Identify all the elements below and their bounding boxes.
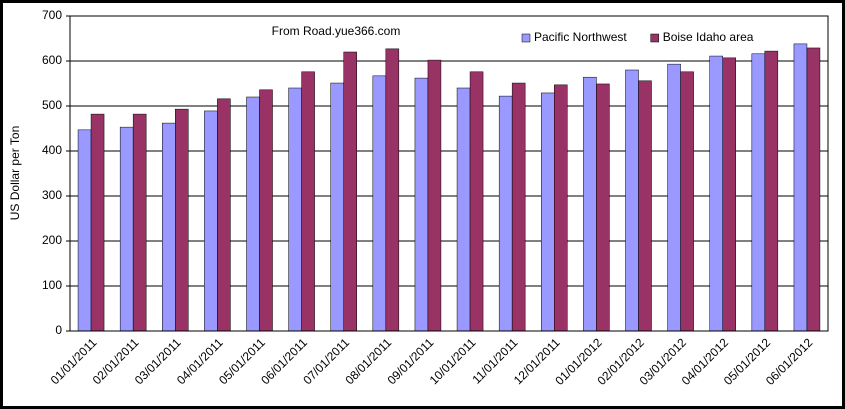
y-tick-label: 400	[42, 143, 62, 157]
bar	[638, 80, 652, 332]
bar	[414, 77, 429, 332]
bar	[456, 87, 471, 332]
bar	[301, 71, 315, 332]
bar	[625, 69, 639, 332]
y-tick-label: 0	[55, 323, 62, 337]
bar	[288, 87, 302, 332]
bar	[722, 57, 736, 332]
bar	[764, 50, 779, 332]
bar	[498, 95, 513, 332]
bar	[162, 122, 176, 332]
bar	[204, 110, 218, 332]
bar	[343, 51, 357, 332]
y-tick-label: 500	[42, 98, 62, 112]
bar	[469, 71, 484, 332]
y-tick-label: 100	[42, 278, 62, 292]
bar	[554, 84, 568, 332]
legend-swatch	[521, 33, 531, 43]
bar	[511, 82, 526, 332]
bar	[709, 55, 723, 332]
bar	[680, 71, 694, 332]
bar	[541, 92, 555, 332]
legend-label: Boise Idaho area	[663, 30, 754, 44]
y-tick-label: 700	[42, 8, 62, 22]
bar	[330, 82, 344, 332]
y-tick-label: 300	[42, 188, 62, 202]
plot-border	[69, 15, 829, 332]
bar	[77, 129, 92, 332]
bar	[667, 63, 681, 332]
y-tick-label: 200	[42, 233, 62, 247]
bar	[806, 47, 821, 332]
bar	[427, 59, 442, 332]
bar	[132, 113, 147, 332]
bar	[175, 108, 189, 332]
bar	[751, 53, 766, 332]
bar	[596, 83, 610, 332]
legend-label: Pacific Northwest	[534, 30, 627, 44]
bar	[90, 113, 105, 332]
annotation: From Road.yue366.com	[272, 24, 401, 38]
bar	[793, 43, 808, 332]
bar	[372, 75, 387, 332]
bar	[217, 98, 231, 332]
y-axis-label: US Dollar per Ton	[8, 126, 22, 221]
bar	[385, 48, 400, 332]
bar	[259, 89, 273, 332]
legend-swatch	[650, 33, 659, 43]
bar	[119, 126, 134, 332]
bar	[583, 76, 597, 332]
bar	[246, 96, 260, 332]
y-tick-label: 600	[42, 53, 62, 67]
